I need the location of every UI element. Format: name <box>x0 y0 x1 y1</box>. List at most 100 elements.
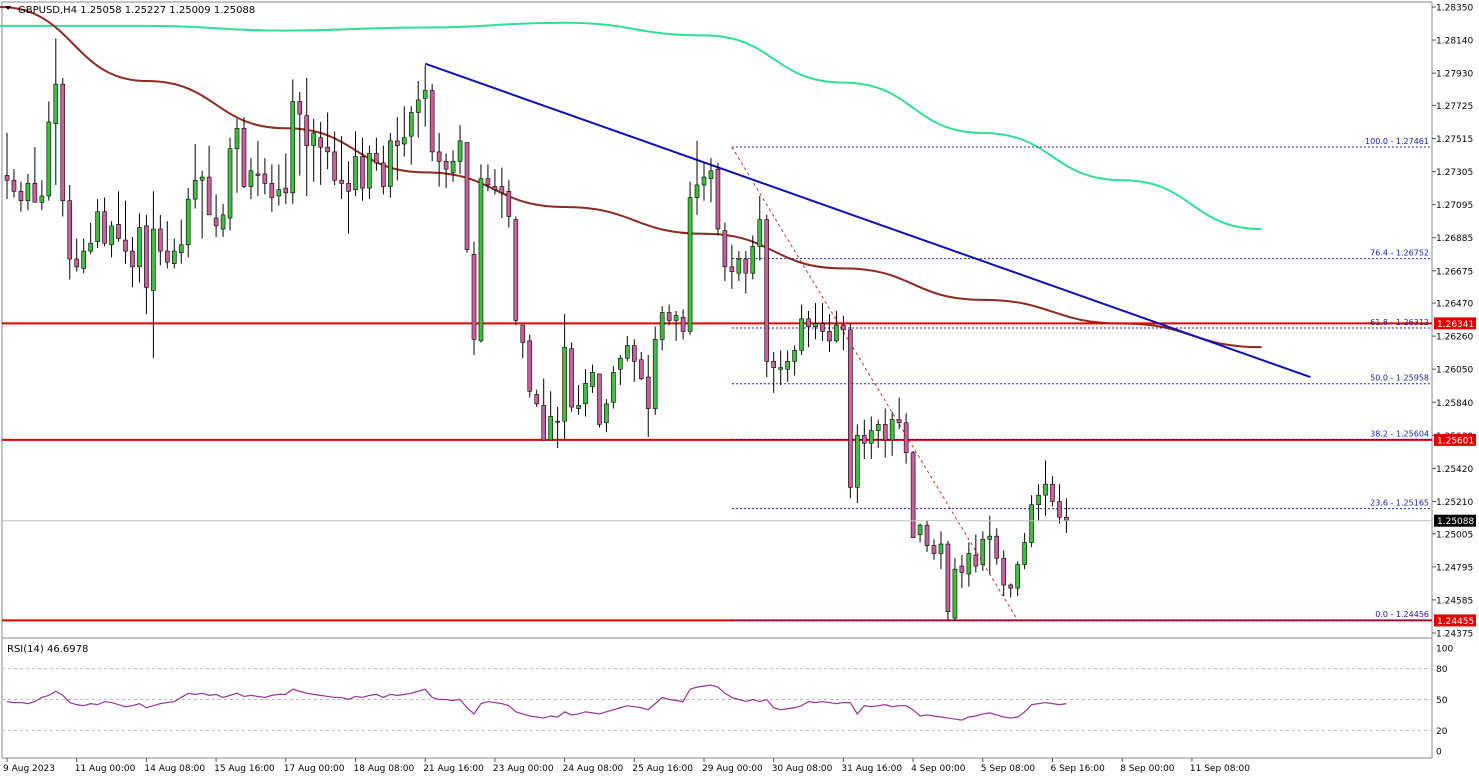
bull-candle <box>583 383 588 405</box>
bull-candle <box>408 112 414 137</box>
bear-candle <box>429 90 435 153</box>
bull-candle <box>659 312 665 340</box>
time-tick-label: 15 Aug 16:00 <box>214 764 275 774</box>
price-tick-label: 1.26260 <box>1436 333 1473 343</box>
bear-candle <box>499 186 505 194</box>
time-tick-label: 4 Sep 00:00 <box>911 764 966 774</box>
bear-candle <box>1008 584 1013 589</box>
triangle-down-icon[interactable] <box>5 6 11 10</box>
bull-candle <box>750 246 756 274</box>
bear-candle <box>771 361 777 368</box>
bear-candle <box>882 424 888 441</box>
bear-candle <box>436 151 442 162</box>
price-axis: 1.28350 1.28140 1.27930 1.27725 1.27515 1.273… <box>1432 4 1473 640</box>
bull-candle <box>917 524 923 535</box>
time-tick-label: 11 Sep 08:00 <box>1190 764 1250 774</box>
bear-candle <box>241 127 247 187</box>
bull-candle <box>548 416 553 441</box>
bull-candle <box>178 244 184 253</box>
support-price-tag <box>1434 317 1476 330</box>
bear-candle <box>806 318 811 327</box>
bear-candle <box>464 142 470 250</box>
time-tick-label: 30 Aug 08:00 <box>772 764 833 774</box>
bull-candle <box>987 535 993 540</box>
price-tick-label: 1.26885 <box>1436 234 1473 244</box>
price-tick-label: 1.25210 <box>1436 498 1473 508</box>
bull-candle <box>185 198 191 246</box>
bear-candle <box>527 340 533 392</box>
bear-candle <box>443 161 449 170</box>
support-price-label: 1.24455 <box>1437 617 1474 627</box>
bull-candle <box>46 121 52 197</box>
bull-candle <box>88 242 93 252</box>
bear-candle <box>534 394 540 405</box>
bear-candle <box>827 331 832 342</box>
bull-candle <box>53 83 59 124</box>
bull-candle <box>611 372 616 403</box>
bull-candle <box>952 568 958 619</box>
bull-candle <box>1043 483 1048 496</box>
bear-candle <box>959 565 965 573</box>
bearish-trendline[interactable] <box>424 62 1311 379</box>
bear-candle <box>158 228 163 252</box>
bear-candle <box>318 137 323 148</box>
price-tick-label: 1.27725 <box>1436 102 1473 112</box>
bull-candle <box>889 419 895 441</box>
bull-candle <box>1015 564 1020 589</box>
rsi-panel: 100 80 50 20 0 <box>2 645 1453 758</box>
price-tick-label: 1.28140 <box>1436 37 1473 47</box>
bull-candle <box>25 183 31 202</box>
bear-candle <box>269 183 275 198</box>
bear-candle <box>715 168 721 230</box>
bull-candle <box>875 424 881 431</box>
bear-candle <box>638 359 644 379</box>
bear-candle <box>764 219 770 362</box>
bull-candle <box>457 140 463 162</box>
bull-candle <box>227 148 233 219</box>
bull-candle <box>1022 542 1027 565</box>
bear-candle <box>931 545 937 554</box>
bear-candle <box>903 422 909 453</box>
fib-level-label: 38.2 - 1.25604 <box>1370 429 1429 438</box>
price-tick-label: 1.25420 <box>1436 465 1473 475</box>
time-tick-label: 21 Aug 16:00 <box>423 764 484 774</box>
bear-candle <box>381 162 386 187</box>
fib-diagonal-line[interactable] <box>731 146 1019 621</box>
bull-candle <box>450 161 456 173</box>
time-tick-label: 31 Aug 16:00 <box>841 764 902 774</box>
support-price-label: 1.26341 <box>1437 320 1474 330</box>
bull-candle <box>388 140 393 187</box>
bear-candle <box>283 187 289 194</box>
bear-candle <box>18 190 24 202</box>
price-tick-label: 1.27515 <box>1436 135 1473 145</box>
time-tick-label: 14 Aug 08:00 <box>144 764 205 774</box>
fib-level-label: 76.4 - 1.26752 <box>1370 249 1429 258</box>
bull-candle <box>220 214 226 230</box>
time-tick-label: 18 Aug 08:00 <box>354 764 415 774</box>
bear-candle <box>165 250 170 263</box>
bull-candle <box>1029 504 1034 543</box>
moving-average-slow <box>0 21 1262 231</box>
symbol-header: GBPUSD,H4 1.25058 1.25227 1.25009 1.2508… <box>18 5 255 16</box>
bear-candle <box>924 524 930 546</box>
bull-candle <box>95 211 100 242</box>
rsi-tick-label: 20 <box>1436 727 1448 737</box>
bear-candle <box>255 173 261 176</box>
fib-level-label: 50.0 - 1.25958 <box>1370 374 1429 383</box>
fib-level-label: 0.0 - 1.24456 <box>1375 610 1429 619</box>
time-tick-label: 24 Aug 08:00 <box>563 764 624 774</box>
bear-candle <box>513 219 519 321</box>
ma-slow-line <box>0 21 1262 231</box>
bear-candle <box>471 253 477 340</box>
current-price-group: 1.25088 <box>2 514 1476 527</box>
bull-candle <box>276 189 282 197</box>
bull-candle <box>694 184 700 198</box>
price-tick-label: 1.26470 <box>1436 300 1473 310</box>
rsi-line <box>6 684 1067 721</box>
time-tick-label: 29 Aug 00:00 <box>702 764 763 774</box>
bull-candle <box>618 357 623 370</box>
trendline-group[interactable] <box>424 62 1311 379</box>
bear-candle <box>680 316 686 332</box>
